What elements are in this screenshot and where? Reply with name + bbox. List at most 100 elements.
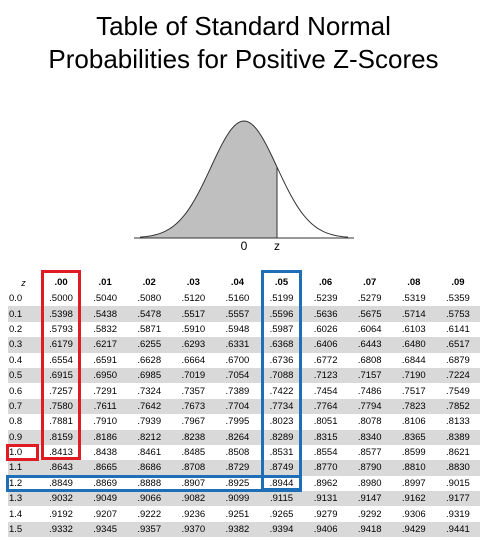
probability-cell: .5080 [127, 291, 172, 307]
probability-cell: .8438 [83, 444, 128, 461]
table-row: 0.4.6554.6591.6628.6664.6700.6736.6772.6… [8, 352, 480, 368]
probability-cell: .8907 [171, 475, 216, 492]
probability-cell: .9147 [347, 491, 392, 507]
probability-cell: .9319 [435, 506, 480, 522]
probability-cell: .8830 [435, 460, 480, 476]
probability-cell: .9115 [259, 491, 304, 507]
probability-cell: .9292 [347, 506, 392, 522]
probability-cell: .5910 [171, 321, 216, 338]
probability-cell: .7910 [83, 414, 128, 430]
probability-cell: .6950 [83, 367, 128, 384]
probability-cell: .5832 [83, 321, 128, 338]
table-row: 1.5.9332.9345.9357.9370.9382.9394.9406.9… [8, 521, 480, 537]
zero-label: 0 [241, 239, 248, 253]
probability-cell: .8315 [303, 429, 348, 445]
probability-cell: .9222 [127, 506, 172, 522]
probability-cell: .7486 [347, 383, 392, 399]
probability-cell: .8749 [259, 460, 304, 476]
probability-cell: .6480 [391, 337, 436, 353]
probability-cell: .6179 [39, 337, 84, 353]
probability-cell: .7794 [347, 398, 392, 415]
probability-cell: .8686 [127, 460, 172, 476]
probability-cell: .8621 [435, 444, 480, 461]
probability-cell: .7995 [215, 414, 260, 430]
probability-cell: .9441 [435, 521, 480, 537]
probability-cell: .5279 [347, 291, 392, 307]
probability-cell: .7967 [171, 414, 216, 430]
probability-cell: .5000 [39, 291, 84, 307]
probability-cell: .6985 [127, 367, 172, 384]
column-header: .08 [407, 277, 421, 288]
probability-cell: .7734 [259, 398, 304, 415]
column-header: .00 [54, 277, 68, 288]
probability-cell: .8997 [391, 475, 436, 492]
column-header: .07 [363, 277, 377, 288]
probability-cell: .8051 [303, 414, 348, 430]
probability-cell: .9429 [391, 521, 436, 537]
probability-cell: .6406 [303, 337, 348, 353]
probability-cell: .5438 [83, 306, 128, 322]
probability-cell: .7389 [215, 383, 260, 399]
table-row: 1.0.8413.8438.8461.8485.8508.8531.8554.8… [8, 444, 480, 461]
z-table: z .00 .01 .02 .03 .04 .05 .06 .07 .08 .09 0.0.500… [8, 274, 480, 537]
shaded-area [140, 121, 277, 238]
probability-cell: .8238 [171, 429, 216, 445]
probability-cell: .7642 [127, 398, 172, 415]
probability-cell: .7422 [259, 383, 304, 399]
probability-cell: .8925 [215, 475, 260, 492]
z-value: 1.4 [8, 506, 39, 522]
probability-cell: .8023 [259, 414, 304, 430]
probability-cell: .9394 [259, 521, 304, 537]
probability-cell: .6517 [435, 337, 480, 353]
probability-cell: .7764 [303, 398, 348, 415]
probability-cell: .5948 [215, 321, 260, 338]
z-value: 0.3 [8, 337, 39, 353]
probability-cell: .9332 [39, 521, 84, 537]
probability-cell: .6628 [127, 352, 172, 368]
probability-cell: .5636 [303, 306, 348, 322]
probability-cell: .5871 [127, 321, 172, 338]
probability-cell: .6217 [83, 337, 128, 353]
probability-cell: .7324 [127, 383, 172, 399]
probability-cell: .9049 [83, 491, 128, 507]
probability-cell: .5319 [391, 291, 436, 307]
z-value: 0.4 [8, 352, 39, 368]
probability-cell: .5793 [39, 321, 84, 338]
probability-cell: .6255 [127, 337, 172, 353]
probability-cell: .8365 [391, 429, 436, 445]
probability-cell: .7852 [435, 398, 480, 415]
table-row: 0.5.6915.6950.6985.7019.7054.7088.7123.7… [8, 367, 480, 384]
probability-cell: .9279 [303, 506, 348, 522]
probability-cell: .9370 [171, 521, 216, 537]
probability-cell: .9418 [347, 521, 392, 537]
probability-cell: .8729 [215, 460, 260, 476]
probability-cell: .8078 [347, 414, 392, 430]
probability-cell: .6141 [435, 321, 480, 338]
probability-cell: .5714 [391, 306, 436, 322]
probability-cell: .7157 [347, 367, 392, 384]
z-value: 0.6 [8, 383, 39, 399]
probability-cell: .9162 [391, 491, 436, 507]
probability-cell: .5398 [39, 306, 84, 322]
z-value: 1.2 [8, 475, 39, 492]
probability-cell: .6293 [171, 337, 216, 353]
probability-cell: .9131 [303, 491, 348, 507]
probability-cell: .8485 [171, 444, 216, 461]
probability-cell: .9082 [171, 491, 216, 507]
probability-cell: .9177 [435, 491, 480, 507]
probability-cell: .6368 [259, 337, 304, 353]
probability-cell: .9306 [391, 506, 436, 522]
probability-cell: .9236 [171, 506, 216, 522]
z-value: 1.5 [8, 521, 39, 537]
table-row: 0.7.7580.7611.7642.7673.7704.7734.7764.7… [8, 398, 480, 415]
probability-cell: .7357 [171, 383, 216, 399]
probability-cell: .7549 [435, 383, 480, 399]
probability-cell: .6554 [39, 352, 84, 368]
probability-cell: .8340 [347, 429, 392, 445]
probability-cell: .5596 [259, 306, 304, 322]
column-header: .04 [230, 277, 245, 288]
probability-cell: .6331 [215, 337, 260, 353]
probability-cell: .9251 [215, 506, 260, 522]
probability-cell: .7673 [171, 398, 216, 415]
probability-cell: .9207 [83, 506, 128, 522]
